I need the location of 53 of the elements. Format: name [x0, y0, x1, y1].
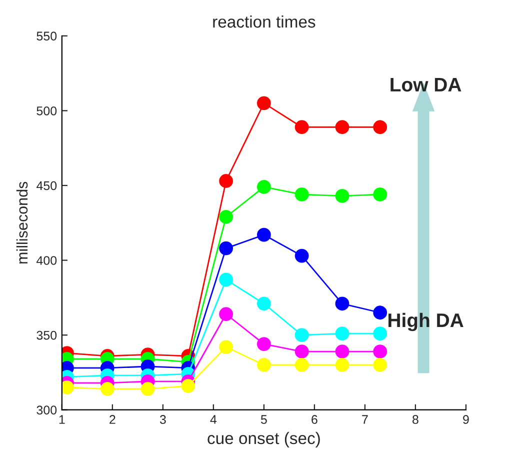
- x-tick-label: 8: [412, 415, 418, 424]
- point: [294, 120, 309, 134]
- chart-title: reaction times: [213, 15, 316, 28]
- annotation: High DA: [388, 312, 464, 332]
- point: [335, 344, 350, 358]
- y-tick-label: 500: [36, 106, 57, 116]
- point: [373, 188, 388, 202]
- x-tick-label: 4: [210, 415, 217, 424]
- point: [294, 358, 309, 372]
- point: [335, 120, 350, 134]
- x-tick-label: 3: [160, 415, 166, 424]
- x-tick-label: 7: [362, 415, 368, 424]
- y-axis-title: milliseconds: [16, 182, 28, 264]
- point: [294, 344, 309, 358]
- point: [256, 180, 271, 194]
- point: [256, 96, 271, 110]
- point: [335, 296, 350, 311]
- point: [140, 382, 155, 396]
- point: [335, 189, 350, 203]
- point: [219, 272, 233, 287]
- point: [256, 228, 271, 242]
- x-tick-label: 6: [312, 415, 318, 424]
- y-tick-label: 400: [36, 256, 57, 265]
- point: [335, 358, 350, 372]
- point: [256, 358, 271, 372]
- point: [219, 307, 233, 322]
- point: [219, 174, 233, 188]
- point: [335, 326, 350, 341]
- y-tick-label: 300: [36, 406, 57, 415]
- point: [373, 326, 388, 341]
- x-tick-label: 5: [260, 415, 267, 424]
- point: [219, 210, 233, 224]
- x-tick-label: 2: [110, 415, 116, 424]
- point: [373, 120, 388, 134]
- point: [100, 382, 114, 396]
- x-tick-label: 9: [463, 415, 469, 424]
- y-tick-label: 350: [36, 330, 57, 340]
- y-tick-label: 550: [36, 32, 57, 41]
- point: [373, 344, 388, 358]
- point: [219, 340, 233, 354]
- point: [294, 328, 309, 342]
- point: [219, 241, 233, 256]
- y-tick-label: 450: [36, 181, 57, 190]
- point: [373, 358, 388, 372]
- point: [181, 378, 196, 393]
- x-tick-label: 1: [59, 415, 65, 424]
- x-axis-title: cue onset (sec): [208, 432, 320, 448]
- point: [294, 248, 309, 263]
- point: [256, 337, 271, 351]
- point: [256, 296, 271, 311]
- point: [373, 306, 388, 320]
- point: [294, 188, 309, 202]
- annotation: Low DA: [390, 78, 462, 92]
